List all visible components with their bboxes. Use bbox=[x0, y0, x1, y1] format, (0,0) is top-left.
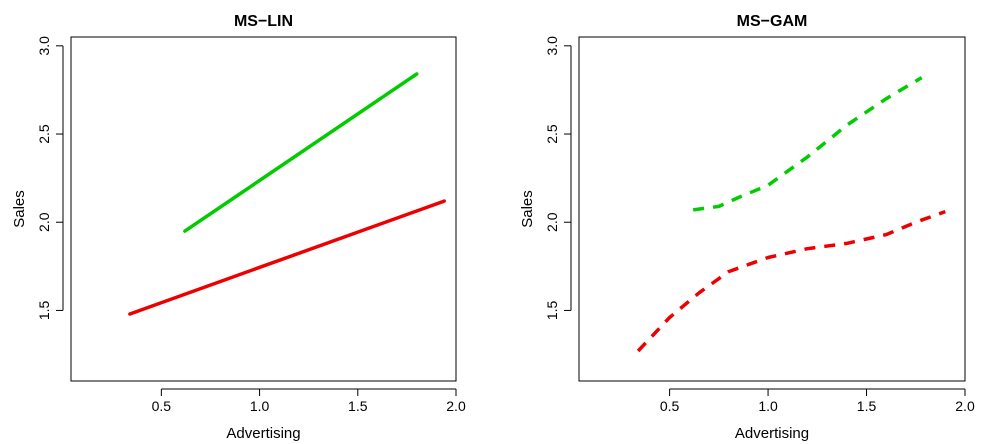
series-line-1 bbox=[183, 72, 419, 233]
x-tick-label: 2.0 bbox=[446, 398, 466, 414]
y-tick-label: 2.0 bbox=[36, 212, 52, 232]
chart-title: MS−GAM bbox=[737, 13, 808, 30]
plot-frame bbox=[578, 36, 966, 382]
x-axis-label: Advertising bbox=[735, 425, 809, 442]
chart-panel-2: MS−GAM 0.5 1.0 1.5 2.0 1.5 2.0 2.5 3.0 Advertisin… bbox=[519, 13, 975, 442]
x-tick-label: 1.0 bbox=[758, 398, 778, 414]
x-tick-label: 2.0 bbox=[955, 398, 975, 414]
x-tick-label: 1.5 bbox=[857, 398, 877, 414]
x-tick-label: 0.5 bbox=[660, 398, 680, 414]
y-tick-label: 2.0 bbox=[544, 212, 560, 232]
y-tick-label: 3.0 bbox=[36, 36, 52, 56]
y-axis-label: Sales bbox=[11, 190, 28, 228]
chart-panel-1: MS−LIN 0.5 1.0 1.5 2.0 1.5 2.0 2.5 3.0 Advertisin… bbox=[11, 13, 466, 442]
x-tick-label: 1.5 bbox=[348, 398, 368, 414]
series-line-2 bbox=[128, 199, 446, 316]
x-tick-label: 1.0 bbox=[250, 398, 270, 414]
y-tick-label: 2.5 bbox=[544, 124, 560, 144]
y-axis-label: Sales bbox=[519, 190, 536, 228]
chart-title: MS−LIN bbox=[234, 13, 293, 30]
series-line-2 bbox=[636, 209, 946, 353]
plot-frame bbox=[70, 36, 457, 382]
y-tick-label: 3.0 bbox=[544, 36, 560, 56]
y-tick-label: 1.5 bbox=[36, 300, 52, 320]
x-tick-label: 0.5 bbox=[152, 398, 172, 414]
y-tick-label: 1.5 bbox=[544, 300, 560, 320]
series-line-1 bbox=[692, 76, 923, 212]
y-tick-label: 2.5 bbox=[36, 124, 52, 144]
x-axis-label: Advertising bbox=[226, 425, 300, 442]
